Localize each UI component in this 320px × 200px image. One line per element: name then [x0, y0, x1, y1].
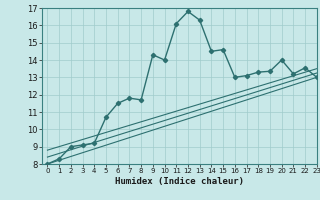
X-axis label: Humidex (Indice chaleur): Humidex (Indice chaleur)	[115, 177, 244, 186]
